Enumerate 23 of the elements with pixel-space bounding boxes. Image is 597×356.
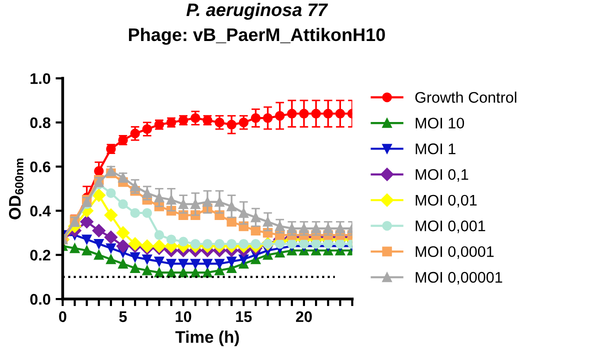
y-tick-label: 0.8 — [30, 117, 50, 128]
y-tick-label: 0.4 — [30, 206, 51, 216]
legend-label: MOI 0,01 — [416, 194, 477, 208]
legend-label: MOI 0,00001 — [416, 272, 502, 285]
x-tick-label: 0 — [59, 311, 66, 322]
legend-label: MOI 10 — [416, 118, 464, 129]
x-tick-label: 15 — [236, 311, 252, 322]
y-tick-label: 0.6 — [30, 161, 50, 172]
legend-label: MOI 1 — [416, 143, 456, 154]
legend-label: Growth Control — [415, 92, 516, 103]
y-tick-label: 1.0 — [30, 73, 50, 84]
x-tick-label: 5 — [119, 311, 127, 322]
chart-subtitle: Phage: vB_PaerM_AttikonH10 — [128, 28, 385, 45]
legend-label: MOI 0,0001 — [416, 246, 494, 259]
x-tick-label: 20 — [296, 311, 312, 322]
chart-title: P. aeruginosa 77 — [186, 2, 328, 20]
x-tick-label: 10 — [176, 311, 192, 322]
x-axis-title: Time (h) — [175, 330, 239, 346]
y-axis-title: OD$_{600nm}$ — [8, 158, 24, 220]
legend-label: MOI 0,001 — [416, 220, 486, 234]
y-tick-label: 0.0 — [30, 294, 50, 305]
y-tick-label: 0.2 — [30, 250, 50, 261]
legend-label: MOI 0,1 — [416, 169, 468, 182]
